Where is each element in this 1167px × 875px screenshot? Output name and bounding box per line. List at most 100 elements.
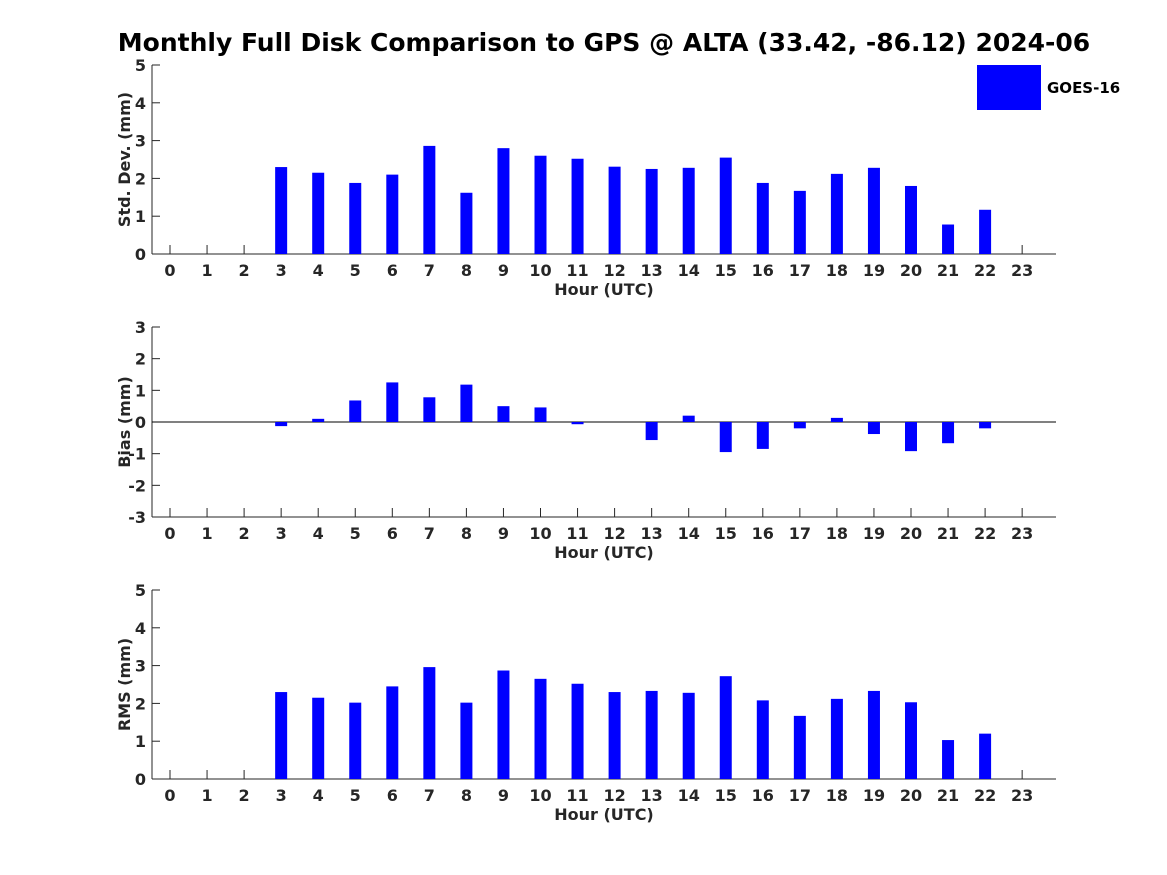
x-tick-label: 0 bbox=[164, 261, 175, 280]
x-tick-label: 16 bbox=[752, 261, 774, 280]
bar-hour-22 bbox=[979, 733, 992, 779]
bar-hour-8 bbox=[460, 192, 473, 254]
x-tick-label: 8 bbox=[461, 261, 472, 280]
bar-hour-18 bbox=[830, 698, 843, 779]
x-tick-label: 13 bbox=[641, 261, 663, 280]
x-tick-label: 20 bbox=[900, 524, 922, 543]
x-tick-label: 23 bbox=[1011, 786, 1033, 805]
x-tick-label: 16 bbox=[752, 524, 774, 543]
y-tick-label: 0 bbox=[135, 413, 146, 432]
x-tick-label: 19 bbox=[863, 261, 885, 280]
x-tick-label: 8 bbox=[461, 786, 472, 805]
bar-hour-14 bbox=[682, 167, 695, 254]
y-tick-label: -3 bbox=[128, 508, 146, 527]
y-tick-label: -1 bbox=[128, 445, 146, 464]
bar-hour-5 bbox=[349, 702, 362, 779]
x-tick-label: 4 bbox=[313, 524, 324, 543]
x-tick-label: 3 bbox=[276, 786, 287, 805]
y-tick-label: 5 bbox=[135, 56, 146, 75]
x-tick-label: 10 bbox=[529, 786, 551, 805]
y-axis-label: Std. Dev. (mm) bbox=[115, 92, 134, 227]
bar-hour-10 bbox=[534, 678, 547, 779]
bar-hour-9 bbox=[497, 148, 510, 254]
x-tick-label: 11 bbox=[566, 786, 588, 805]
x-tick-label: 0 bbox=[164, 786, 175, 805]
bar-hour-3 bbox=[275, 422, 288, 427]
bar-hour-12 bbox=[608, 692, 621, 779]
bar-hour-18 bbox=[830, 417, 843, 422]
x-tick-label: 7 bbox=[424, 261, 435, 280]
y-tick-label: 5 bbox=[135, 581, 146, 600]
legend: GOES-16 bbox=[977, 65, 1120, 110]
x-tick-label: 2 bbox=[239, 786, 250, 805]
x-tick-label: 20 bbox=[900, 786, 922, 805]
y-tick-label: 0 bbox=[135, 245, 146, 264]
x-tick-label: 4 bbox=[313, 786, 324, 805]
x-tick-label: 18 bbox=[826, 261, 848, 280]
x-tick-label: 11 bbox=[566, 261, 588, 280]
y-tick-label: 3 bbox=[135, 318, 146, 337]
x-tick-label: 18 bbox=[826, 524, 848, 543]
bar-hour-6 bbox=[386, 686, 399, 779]
y-axis-label: Bias (mm) bbox=[115, 376, 134, 468]
bar-hour-21 bbox=[942, 224, 955, 254]
bar-hour-13 bbox=[645, 690, 658, 779]
x-tick-label: 15 bbox=[715, 524, 737, 543]
bar-hour-13 bbox=[645, 422, 658, 441]
x-tick-label: 22 bbox=[974, 524, 996, 543]
x-tick-label: 23 bbox=[1011, 524, 1033, 543]
y-tick-label: 3 bbox=[135, 657, 146, 676]
bar-hour-6 bbox=[386, 382, 399, 422]
bar-hour-20 bbox=[905, 422, 917, 452]
x-tick-label: 7 bbox=[424, 786, 435, 805]
bar-hour-22 bbox=[979, 422, 992, 429]
bar-hour-20 bbox=[905, 702, 917, 779]
bar-hour-17 bbox=[793, 190, 806, 254]
x-tick-label: 17 bbox=[789, 786, 811, 805]
x-tick-label: 5 bbox=[350, 786, 361, 805]
bar-hour-5 bbox=[349, 400, 362, 422]
bar-hour-16 bbox=[756, 182, 769, 254]
bar-hour-16 bbox=[756, 700, 769, 779]
y-tick-label: 0 bbox=[135, 770, 146, 789]
bar-hour-21 bbox=[942, 740, 955, 779]
x-tick-label: 4 bbox=[313, 261, 324, 280]
x-tick-label: 17 bbox=[789, 261, 811, 280]
x-tick-label: 10 bbox=[529, 261, 551, 280]
x-tick-label: 8 bbox=[461, 524, 472, 543]
x-tick-label: 1 bbox=[201, 261, 212, 280]
x-tick-label: 10 bbox=[529, 524, 551, 543]
x-tick-label: 19 bbox=[863, 524, 885, 543]
x-tick-label: 14 bbox=[678, 524, 700, 543]
bar-hour-5 bbox=[349, 182, 362, 254]
x-axis-label: Hour (UTC) bbox=[554, 543, 654, 562]
x-tick-label: 13 bbox=[641, 786, 663, 805]
bar-hour-21 bbox=[942, 422, 955, 444]
x-tick-label: 18 bbox=[826, 786, 848, 805]
bar-hour-7 bbox=[423, 397, 436, 422]
bar-hour-3 bbox=[275, 167, 288, 254]
bar-hour-3 bbox=[275, 692, 288, 779]
x-tick-label: 3 bbox=[276, 261, 287, 280]
bar-hour-8 bbox=[460, 702, 473, 779]
y-tick-label: 2 bbox=[135, 694, 146, 713]
bar-hour-4 bbox=[312, 418, 325, 422]
x-tick-label: 5 bbox=[350, 261, 361, 280]
bar-hour-19 bbox=[867, 167, 880, 254]
x-tick-label: 11 bbox=[566, 524, 588, 543]
chart-title: Monthly Full Disk Comparison to GPS @ AL… bbox=[117, 28, 1091, 57]
x-axis-label: Hour (UTC) bbox=[554, 805, 654, 824]
x-tick-label: 2 bbox=[239, 524, 250, 543]
x-tick-label: 9 bbox=[498, 261, 509, 280]
x-tick-label: 19 bbox=[863, 786, 885, 805]
bar-hour-14 bbox=[682, 692, 695, 779]
y-tick-label: 4 bbox=[135, 94, 146, 113]
bar-hour-17 bbox=[793, 715, 806, 779]
x-tick-label: 21 bbox=[937, 786, 959, 805]
x-tick-label: 3 bbox=[276, 524, 287, 543]
y-tick-label: 1 bbox=[135, 381, 146, 400]
bar-hour-12 bbox=[608, 166, 621, 254]
bar-hour-13 bbox=[645, 168, 658, 254]
